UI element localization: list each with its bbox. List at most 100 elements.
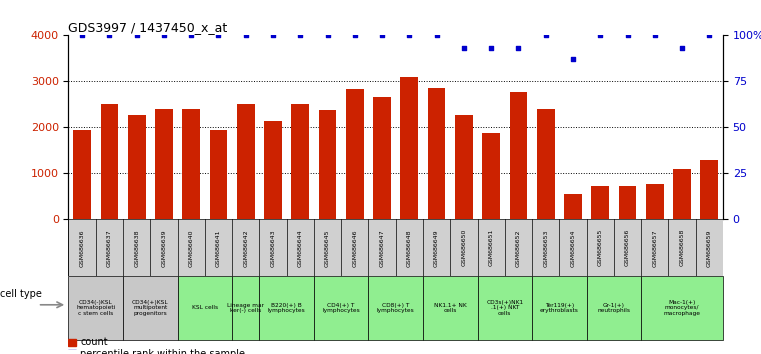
Point (431, 33, 443, 38)
Text: GSM686657: GSM686657 (652, 229, 658, 267)
Text: count: count (80, 337, 108, 347)
Bar (260, 276, 314, 340)
Point (158, 33, 170, 38)
Bar (373, 97, 391, 219)
Bar (510, 92, 527, 219)
Bar (68, 339, 76, 346)
Text: NK1.1+ NK
cells: NK1.1+ NK cells (434, 303, 466, 313)
Text: GSM686639: GSM686639 (161, 229, 167, 267)
Bar (400, 77, 419, 219)
Text: GSM686650: GSM686650 (461, 229, 466, 267)
Bar (455, 115, 473, 219)
Bar (123, 276, 177, 340)
Text: GSM686637: GSM686637 (107, 229, 112, 267)
Text: CD34(+)KSL
multipotent
progenitors: CD34(+)KSL multipotent progenitors (132, 300, 169, 316)
Point (622, 33, 634, 38)
Bar (183, 109, 200, 219)
Point (267, 33, 279, 38)
Bar (100, 104, 118, 219)
Text: B220(+) B
lymphocytes: B220(+) B lymphocytes (268, 303, 305, 313)
Bar (532, 276, 587, 340)
Bar (537, 109, 555, 219)
Text: GSM686649: GSM686649 (434, 229, 439, 267)
Text: GSM686642: GSM686642 (244, 229, 248, 267)
Point (76, 33, 88, 38)
Text: GSM686648: GSM686648 (407, 229, 412, 267)
Bar (232, 276, 260, 340)
Point (131, 33, 143, 38)
Bar (237, 104, 255, 219)
Bar (155, 109, 173, 219)
Text: GSM686643: GSM686643 (270, 229, 275, 267)
Bar (68, 350, 76, 354)
Text: GSM686651: GSM686651 (489, 229, 494, 267)
Point (321, 33, 333, 38)
Point (376, 33, 388, 38)
Bar (209, 130, 228, 219)
Point (458, 45, 470, 51)
Point (648, 33, 661, 38)
Text: cell type: cell type (0, 289, 42, 299)
Text: GSM686641: GSM686641 (216, 229, 221, 267)
Bar (478, 276, 532, 340)
Text: GSM686658: GSM686658 (680, 229, 685, 267)
Point (295, 33, 307, 38)
Point (403, 33, 416, 38)
Text: GSM686645: GSM686645 (325, 229, 330, 267)
Point (594, 33, 607, 38)
Text: GSM686656: GSM686656 (625, 229, 630, 267)
Text: GSM686659: GSM686659 (707, 229, 712, 267)
Bar (641, 276, 723, 340)
Point (703, 33, 715, 38)
Text: CD8(+) T
lymphocytes: CD8(+) T lymphocytes (377, 303, 415, 313)
Text: CD34(-)KSL
hematopoieti
c stem cells: CD34(-)KSL hematopoieti c stem cells (76, 300, 116, 316)
Text: GDS3997 / 1437450_x_at: GDS3997 / 1437450_x_at (68, 21, 228, 34)
Text: KSL cells: KSL cells (192, 306, 218, 310)
Text: CD4(+) T
lymphocytes: CD4(+) T lymphocytes (323, 303, 360, 313)
Point (540, 33, 552, 38)
Bar (700, 160, 718, 219)
Text: GSM686652: GSM686652 (516, 229, 521, 267)
Bar (291, 103, 309, 219)
Bar (368, 276, 423, 340)
Bar (73, 130, 91, 219)
Point (349, 33, 361, 38)
Bar (128, 115, 145, 219)
Bar (673, 169, 691, 219)
Point (512, 45, 524, 51)
Text: GSM686636: GSM686636 (80, 229, 84, 267)
Text: GSM686638: GSM686638 (134, 229, 139, 267)
Bar (587, 276, 641, 340)
Bar (646, 184, 664, 219)
Bar (314, 276, 368, 340)
Text: CD3s(+)NK1
.1(+) NKT
cells: CD3s(+)NK1 .1(+) NKT cells (486, 300, 524, 316)
Text: GSM686640: GSM686640 (189, 229, 194, 267)
Bar (346, 89, 364, 219)
Text: GSM686644: GSM686644 (298, 229, 303, 267)
Bar (591, 186, 609, 219)
Text: GSM686653: GSM686653 (543, 229, 548, 267)
Bar (423, 276, 478, 340)
Point (676, 45, 688, 51)
Point (185, 33, 197, 38)
Point (103, 33, 116, 38)
Bar (68, 276, 123, 340)
Text: Lineage mar
ker(-) cells: Lineage mar ker(-) cells (228, 303, 264, 313)
Bar (619, 186, 636, 219)
Bar (482, 133, 500, 219)
Bar (319, 110, 336, 219)
Point (485, 45, 497, 51)
Text: Mac-1(+)
monocytes/
macrophage: Mac-1(+) monocytes/ macrophage (664, 300, 701, 316)
Text: GSM686647: GSM686647 (380, 229, 384, 267)
Bar (264, 121, 282, 219)
Bar (564, 194, 582, 219)
Point (240, 33, 252, 38)
Point (567, 57, 579, 62)
Text: GSM686654: GSM686654 (571, 229, 575, 267)
Text: Ter119(+)
erythroblasts: Ter119(+) erythroblasts (540, 303, 579, 313)
Text: percentile rank within the sample: percentile rank within the sample (80, 349, 245, 354)
Text: GSM686646: GSM686646 (352, 229, 358, 267)
Text: Gr-1(+)
neutrophils: Gr-1(+) neutrophils (597, 303, 630, 313)
Bar (428, 88, 445, 219)
Point (212, 33, 224, 38)
